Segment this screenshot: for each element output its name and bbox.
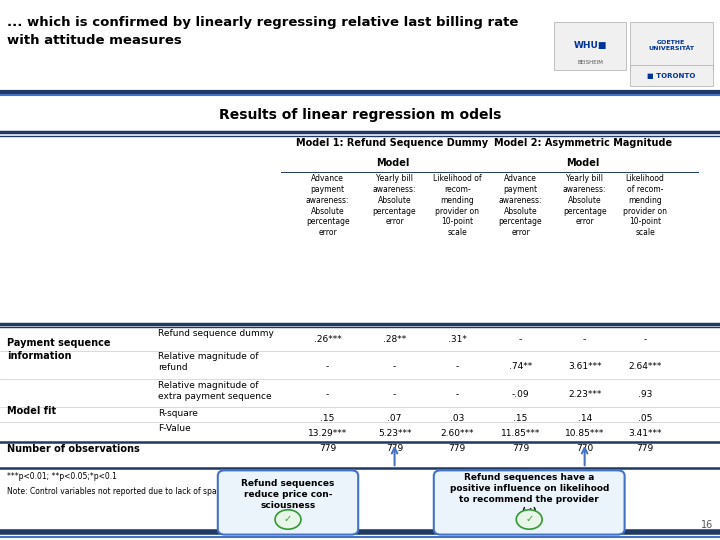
Text: Model 1: Refund Sequence Dummy: Model 1: Refund Sequence Dummy: [297, 138, 488, 148]
Text: Yearly bill
awareness:
Absolute
percentage
error: Yearly bill awareness: Absolute percenta…: [373, 174, 416, 226]
Text: ***p<0.01; **p<0.05;*p<0.1: ***p<0.01; **p<0.05;*p<0.1: [7, 472, 117, 481]
Text: 3.41***: 3.41***: [629, 429, 662, 438]
Text: 13.29***: 13.29***: [308, 429, 347, 438]
Text: -: -: [519, 335, 522, 344]
Text: .26***: .26***: [314, 335, 341, 344]
FancyBboxPatch shape: [554, 22, 626, 70]
Text: .74**: .74**: [509, 362, 532, 371]
Text: -: -: [583, 335, 586, 344]
Text: R-square: R-square: [158, 409, 198, 418]
Text: Likelihood
of recom-
mending
provider on
10-point
scale: Likelihood of recom- mending provider on…: [623, 174, 667, 237]
Text: ... which is confirmed by linearly regressing relative last billing rate
with at: ... which is confirmed by linearly regre…: [7, 16, 518, 47]
Circle shape: [275, 510, 301, 529]
Text: ■ TORONTO: ■ TORONTO: [647, 72, 696, 79]
Text: GOETHE
UNIVERSITÄT: GOETHE UNIVERSITÄT: [648, 40, 694, 51]
Text: 779: 779: [386, 444, 403, 454]
Text: 2.23***: 2.23***: [568, 390, 601, 400]
Text: -: -: [456, 390, 459, 400]
Text: -: -: [326, 390, 329, 400]
Text: Note: Control variables not reported due to lack of space: Note: Control variables not reported due…: [7, 487, 225, 496]
Text: -: -: [456, 362, 459, 371]
Text: .14: .14: [577, 414, 592, 423]
Text: ✓: ✓: [284, 515, 292, 524]
Text: 10.85***: 10.85***: [565, 429, 604, 438]
Text: 11.85***: 11.85***: [501, 429, 540, 438]
Text: -: -: [644, 335, 647, 344]
Text: .28**: .28**: [383, 335, 406, 344]
Text: 779: 779: [449, 444, 466, 454]
Text: 2.60***: 2.60***: [441, 429, 474, 438]
Text: 3.61***: 3.61***: [568, 362, 601, 371]
Text: 770: 770: [576, 444, 593, 454]
Text: Advance
payment
awareness:
Absolute
percentage
error: Advance payment awareness: Absolute perc…: [306, 174, 349, 237]
Text: -: -: [326, 362, 329, 371]
Text: 779: 779: [636, 444, 654, 454]
FancyBboxPatch shape: [630, 65, 713, 86]
Text: 779: 779: [319, 444, 336, 454]
Text: Refund sequences
reduce price con-
sciousness: Refund sequences reduce price con- sciou…: [241, 479, 335, 510]
Text: Refund sequences have a
positive influence on likelihood
to recommend the provid: Refund sequences have a positive influen…: [449, 473, 609, 516]
Text: WHU■: WHU■: [574, 42, 607, 50]
Text: -.09: -.09: [512, 390, 529, 400]
Text: .07: .07: [387, 414, 402, 423]
Text: Model fit: Model fit: [7, 406, 56, 416]
Text: 16: 16: [701, 520, 713, 530]
Text: -: -: [393, 390, 396, 400]
Text: ✓: ✓: [525, 515, 534, 524]
Text: Refund sequence dummy: Refund sequence dummy: [158, 329, 274, 339]
FancyBboxPatch shape: [630, 22, 713, 70]
Text: Relative magnitude of
refund: Relative magnitude of refund: [158, 352, 259, 372]
Text: Payment sequence
information: Payment sequence information: [7, 338, 111, 361]
Text: Likelihood of
recom-
mending
provider on
10-point
scale: Likelihood of recom- mending provider on…: [433, 174, 482, 237]
Text: Advance
payment
awareness:
Absolute
percentage
error: Advance payment awareness: Absolute perc…: [499, 174, 542, 237]
Text: .15: .15: [320, 414, 335, 423]
Text: Number of observations: Number of observations: [7, 444, 140, 455]
Text: 779: 779: [512, 444, 529, 454]
Text: Results of linear regression m odels: Results of linear regression m odels: [219, 108, 501, 122]
Text: Relative magnitude of
extra payment sequence: Relative magnitude of extra payment sequ…: [158, 381, 272, 401]
Text: 5.23***: 5.23***: [378, 429, 411, 438]
Text: -: -: [393, 362, 396, 371]
Text: .05: .05: [638, 414, 652, 423]
Text: .93: .93: [638, 390, 652, 400]
Text: F-Value: F-Value: [158, 424, 191, 433]
FancyBboxPatch shape: [433, 470, 625, 535]
Text: Model 2: Asymmetric Magnitude: Model 2: Asymmetric Magnitude: [494, 138, 672, 148]
Text: .31*: .31*: [448, 335, 467, 344]
Text: BEISHEIM: BEISHEIM: [577, 59, 603, 65]
Text: 2.64***: 2.64***: [629, 362, 662, 371]
Text: .03: .03: [450, 414, 464, 423]
Text: Model: Model: [376, 158, 409, 168]
Text: Yearly bill
awareness:
Absolute
percentage
error: Yearly bill awareness: Absolute percenta…: [563, 174, 606, 226]
Circle shape: [516, 510, 542, 529]
FancyBboxPatch shape: [217, 470, 358, 535]
Text: Model: Model: [567, 158, 600, 168]
Text: .15: .15: [513, 414, 528, 423]
